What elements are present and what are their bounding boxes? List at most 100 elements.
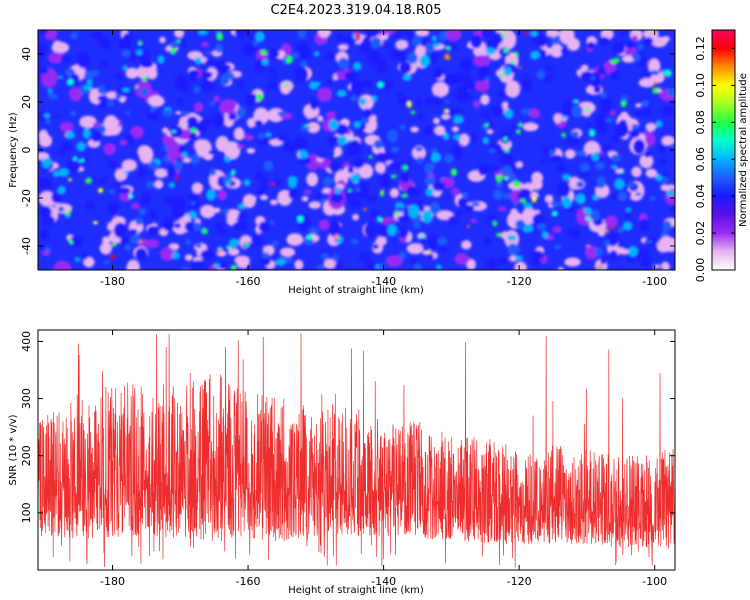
heatmap-cell	[275, 257, 286, 266]
heatmap-cell	[503, 192, 510, 199]
x-tick-label: -120	[507, 275, 532, 288]
heatmap-cell	[98, 188, 104, 193]
heatmap-cell	[394, 211, 399, 216]
heatmap-cell	[430, 152, 442, 163]
heatmap-cell	[560, 108, 574, 117]
heatmap-cell	[350, 238, 359, 245]
heatmap-cell	[277, 111, 287, 117]
heatmap-cell	[530, 259, 542, 267]
heatmap-cell	[130, 234, 141, 245]
heatmap-cell	[38, 44, 47, 59]
heatmap-cell	[347, 188, 352, 192]
heatmap-cell	[431, 95, 442, 105]
heatmap-cell	[626, 40, 635, 49]
heatmap-cell	[611, 154, 621, 162]
heatmap-cell	[596, 176, 606, 189]
heatmap-cell	[627, 181, 636, 188]
heatmap-cell	[277, 135, 288, 142]
heatmap-cell	[139, 240, 143, 244]
y-tick-label: -40	[20, 237, 33, 255]
heatmap-cell	[191, 260, 206, 269]
heatmap-cell	[624, 212, 632, 219]
colorbar-tick-label: 0.06	[694, 147, 707, 172]
heatmap-cell	[598, 37, 610, 45]
x-tick-label: -100	[642, 275, 667, 288]
heatmap-cell	[43, 113, 50, 118]
heatmap-cell	[222, 208, 229, 216]
heatmap-cell	[257, 187, 265, 197]
heatmap-cell	[316, 191, 325, 201]
heatmap-cell	[67, 158, 81, 173]
heatmap-cell	[653, 82, 657, 86]
heatmap-cell	[366, 194, 378, 203]
heatmap-cell	[504, 176, 509, 181]
heatmap-cell	[637, 43, 644, 51]
heatmap-cell	[545, 65, 554, 72]
heatmap-cell	[643, 151, 652, 158]
heatmap-cell	[437, 236, 448, 246]
heatmap-cell	[379, 172, 392, 188]
heatmap-cell	[620, 100, 627, 107]
heatmap-cell	[370, 37, 382, 49]
heatmap-cell	[334, 262, 344, 270]
heatmap-cell	[410, 110, 416, 114]
heatmap-cell	[530, 250, 545, 260]
heatmap-cell	[293, 136, 308, 152]
heatmap-cell	[601, 144, 611, 153]
heatmap-cell	[543, 75, 554, 83]
heatmap-cell	[594, 247, 603, 257]
heatmap-cell	[162, 109, 173, 117]
heatmap-cell	[394, 206, 405, 213]
heatmap-cell	[317, 152, 327, 159]
heatmap-cell	[656, 266, 664, 270]
heatmap-cell	[190, 154, 201, 165]
heatmap-cell	[237, 203, 246, 210]
heatmap-cell	[540, 160, 547, 164]
heatmap-cell	[258, 221, 270, 233]
heatmap-cell	[174, 30, 185, 38]
heatmap-cell	[255, 172, 263, 180]
heatmap-cell	[406, 243, 424, 255]
heatmap-cell	[99, 242, 112, 255]
heatmap-cell	[125, 133, 135, 144]
heatmap-cell	[451, 187, 461, 197]
heatmap-cell	[243, 134, 254, 141]
heatmap-cell	[614, 178, 625, 190]
heatmap-cell	[642, 70, 653, 79]
heatmap-cell	[98, 178, 108, 184]
heatmap-cell	[406, 101, 412, 108]
heatmap-cell	[443, 73, 456, 87]
heatmap-cell	[513, 51, 519, 57]
heatmap-cell	[500, 151, 513, 166]
heatmap-cell	[38, 62, 43, 68]
heatmap-cell	[571, 104, 583, 118]
heatmap-cell	[170, 47, 177, 55]
heatmap-cell	[503, 136, 508, 142]
heatmap-cell	[121, 159, 137, 172]
heatmap-cell	[66, 210, 71, 216]
heatmap-cell	[447, 108, 457, 117]
heatmap-cell	[600, 256, 607, 265]
heatmap-cell	[455, 108, 463, 113]
heatmap-cell	[317, 115, 324, 122]
heatmap-cell	[586, 41, 596, 49]
heatmap-cell	[189, 131, 197, 141]
heatmap-cell	[236, 106, 246, 119]
heatmap-cell	[268, 67, 277, 73]
heatmap-cell	[256, 137, 270, 145]
heatmap-cell	[38, 67, 49, 75]
heatmap-x-axis-label: Height of straight line (km)	[288, 285, 424, 296]
heatmap-cell	[346, 191, 355, 198]
heatmap-cell	[53, 260, 72, 270]
heatmap-cell	[193, 85, 201, 94]
heatmap-cell	[352, 158, 365, 169]
heatmap-cell	[78, 158, 85, 163]
heatmap-cell	[550, 201, 562, 207]
heatmap-cell	[454, 253, 470, 265]
heatmap-cell	[201, 71, 213, 79]
heatmap-cell	[536, 69, 545, 80]
heatmap-cell	[269, 199, 278, 206]
heatmap-cell	[397, 92, 404, 97]
heatmap-cell	[560, 47, 568, 55]
heatmap-cell	[178, 116, 190, 130]
